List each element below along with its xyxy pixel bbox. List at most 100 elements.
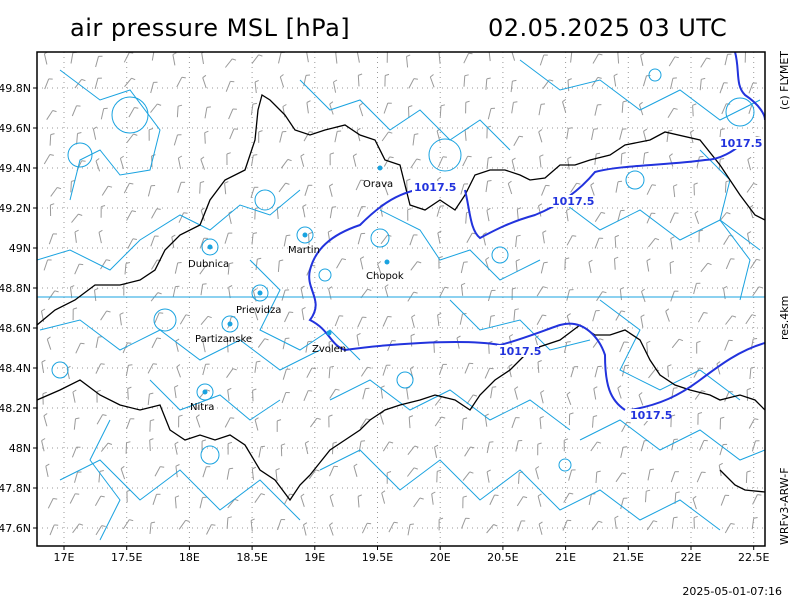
wind-barb [353,466,358,477]
wind-barb [305,341,309,353]
wind-barb [642,75,647,87]
wind-barb-flag [673,516,678,519]
wind-barb [151,337,158,349]
wind-barb [619,341,625,353]
lat-tick-label: 47.8N [0,482,31,495]
wind-barb-flag [129,182,134,185]
wind-barb-flag [200,181,205,184]
lon-tick-label: 19.5E [362,551,393,564]
wind-barb-flag [668,129,673,132]
wind-barb-flag [287,158,292,162]
wind-barb-flag [387,471,392,474]
wind-barb [615,310,622,321]
wind-barb-flag [720,416,725,419]
wind-barb [362,388,366,400]
wind-barb [407,524,411,536]
wind-barb [511,160,516,172]
wind-barb-flag [697,412,703,415]
wind-barb-flag [720,128,725,130]
wind-barb-flag [206,264,211,267]
wind-barb [517,520,522,532]
wind-barb [693,283,697,295]
wind-barb-flag [746,387,751,391]
wind-barb-flag [718,462,723,466]
wind-barb [304,185,309,196]
wind-barb [122,519,130,530]
wind-barb [591,520,599,531]
wind-barb [250,104,254,116]
wind-barb-flag [256,360,261,363]
wind-barb-flag [329,493,334,497]
wind-barb [92,128,97,140]
wind-barb [614,258,616,270]
wind-barb-flag [150,521,156,524]
wind-barb-flag [307,340,312,343]
wind-barb-flag [389,156,394,159]
wind-barb [615,472,623,483]
wind-barb [514,388,518,400]
wind-barb-flag [434,444,439,448]
wind-barb [173,134,178,146]
wind-barb [408,417,411,429]
wind-barb-flag [409,415,414,418]
wind-barb-flag [156,208,161,210]
wind-barb-flag [377,261,382,265]
wind-barb [752,286,760,297]
wind-barb [567,158,570,170]
wind-barb [696,471,703,483]
wind-barb-flag [388,131,393,134]
wind-barb [619,128,623,140]
wind-barb-flag [753,517,758,519]
wind-barb-flag [598,53,603,56]
wind-barb [434,447,438,458]
wind-barb-flag [201,439,207,442]
wind-barb-flag [537,360,542,363]
wind-barb [257,338,266,348]
wind-barb [747,159,752,171]
isobar-label: 1017.5 [720,137,762,150]
wind-barb [229,128,235,140]
wind-barb-flag [175,338,180,342]
wind-barb [725,258,732,270]
wind-barb [749,367,752,380]
city-label-zvolen: Zvolen [312,344,346,355]
wind-barb [200,159,205,170]
wind-barb-flag [129,519,134,522]
wind-barb-flag [360,256,365,260]
wind-barb-flag [393,521,398,524]
wind-barb [328,185,333,197]
wind-barb [172,286,176,298]
wind-barb-flag [328,414,333,417]
wind-barb-flag [413,291,418,294]
wind-barb [381,131,389,142]
wind-barb-flag [437,176,442,181]
wind-barb [151,208,158,219]
wind-barb [48,233,54,245]
wind-barb [724,54,728,66]
wind-barb-flag [417,261,422,264]
wind-barb [412,134,415,146]
wind-barb-flag [306,100,311,103]
wind-barb [202,341,206,353]
lat-tick-label: 48.4N [0,362,31,375]
wind-barb-flag [469,471,474,474]
wind-barb [489,494,495,506]
wind-barb-flag [601,211,606,214]
wind-barb [640,440,645,452]
wind-barb [46,110,54,120]
city-dot [207,244,213,250]
wind-barb [507,183,513,195]
wind-barb-flag [311,367,316,370]
wind-barb-flag [437,312,442,316]
wind-barb-flag [597,441,602,444]
wind-barb [410,158,418,169]
wind-barb-flag [50,203,55,206]
wind-barb-flag [651,184,656,186]
wind-barb [724,340,730,351]
wind-barb [381,492,386,504]
wind-barb-flag [493,524,498,527]
wind-barb-flag [309,131,314,133]
wind-barb [645,491,647,503]
wind-barb-flag [120,465,125,470]
